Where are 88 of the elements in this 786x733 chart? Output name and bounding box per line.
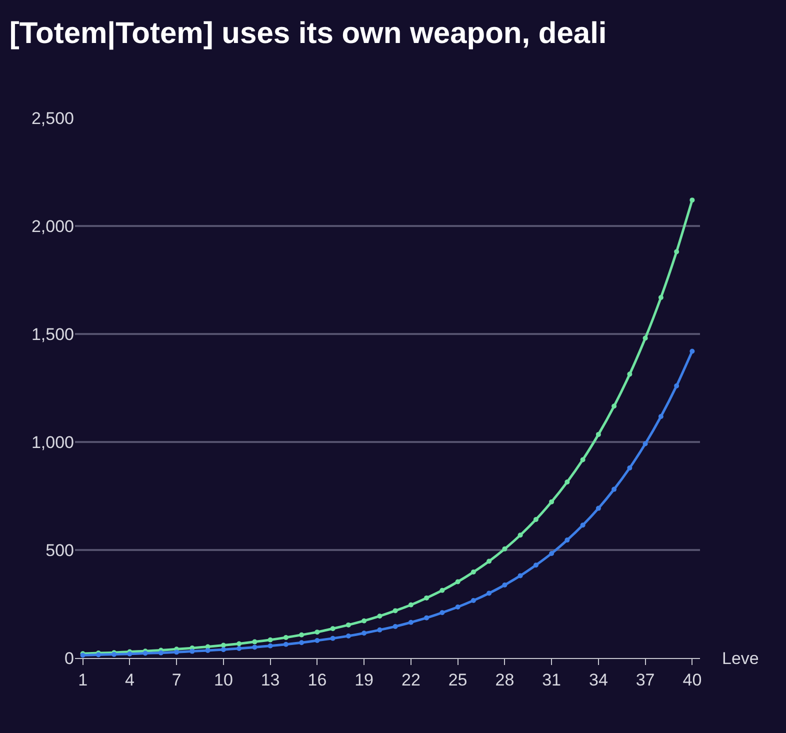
point <box>674 249 680 254</box>
point <box>564 538 570 543</box>
point <box>236 641 242 646</box>
point <box>440 610 445 616</box>
x-tick-label: 4 <box>124 670 134 690</box>
point <box>549 550 554 556</box>
point <box>642 441 648 446</box>
point <box>564 479 570 484</box>
point <box>612 404 617 409</box>
x-axis-title: Leve <box>722 649 759 668</box>
point <box>299 632 304 638</box>
point <box>612 486 617 492</box>
point <box>424 615 430 620</box>
x-tick-label: 16 <box>308 670 327 690</box>
point <box>455 604 460 610</box>
point <box>283 634 288 640</box>
point <box>252 644 258 650</box>
point <box>470 598 476 604</box>
x-tick-label: 31 <box>542 670 562 690</box>
point <box>190 648 195 654</box>
point <box>346 633 351 638</box>
point <box>299 640 304 646</box>
point <box>674 383 680 388</box>
x-tick-label: 25 <box>448 670 468 690</box>
point <box>424 595 430 600</box>
y-tick-label: 1,500 <box>31 324 74 344</box>
point <box>440 588 445 593</box>
point <box>346 622 351 628</box>
x-tick-label: 1 <box>78 670 88 690</box>
point <box>580 457 586 462</box>
point <box>690 348 695 354</box>
point <box>392 608 398 614</box>
x-tick-label: 37 <box>636 670 655 690</box>
point <box>268 643 273 648</box>
point <box>252 639 258 644</box>
point <box>408 602 414 608</box>
point <box>455 579 460 584</box>
point <box>362 630 367 636</box>
point <box>518 573 523 578</box>
point <box>314 638 320 643</box>
y-tick-label: 2,500 <box>31 108 74 128</box>
x-tick-label: 28 <box>495 670 514 690</box>
point <box>377 627 382 632</box>
y-tick-label: 0 <box>64 648 74 668</box>
point <box>268 637 273 642</box>
point <box>642 336 648 341</box>
point <box>470 570 476 575</box>
point <box>236 646 242 651</box>
point <box>502 546 508 552</box>
x-tick-label: 34 <box>588 670 608 690</box>
chart-title: [Totem|Totem] uses its own weapon, deali <box>9 16 607 50</box>
point <box>330 636 336 641</box>
x-tick-label: 13 <box>260 670 280 690</box>
x-tick-label: 40 <box>682 670 702 690</box>
point <box>220 647 226 652</box>
x-tick-label: 19 <box>354 670 374 690</box>
point <box>596 432 601 437</box>
point <box>174 650 180 655</box>
point <box>549 499 554 504</box>
point <box>502 582 508 588</box>
x-tick-label: 7 <box>172 670 182 690</box>
point <box>408 620 414 625</box>
point <box>627 372 632 377</box>
point <box>314 630 320 635</box>
point <box>533 562 538 568</box>
point <box>158 650 164 656</box>
point <box>205 648 210 653</box>
point <box>658 295 664 300</box>
point <box>220 642 226 648</box>
point <box>690 198 695 203</box>
point <box>658 414 664 420</box>
point <box>392 624 398 629</box>
point <box>580 522 586 528</box>
point <box>627 465 632 470</box>
x-tick-label: 22 <box>401 670 420 690</box>
point <box>362 618 367 624</box>
point <box>518 532 523 538</box>
point <box>283 642 288 647</box>
point <box>596 506 601 511</box>
point <box>377 614 382 619</box>
y-tick-label: 1,000 <box>31 432 74 452</box>
point <box>486 590 492 596</box>
point <box>486 558 492 564</box>
x-tick-label: 10 <box>214 670 233 690</box>
point <box>330 626 336 632</box>
point <box>533 517 538 522</box>
y-tick-label: 2,000 <box>31 216 74 236</box>
y-tick-label: 500 <box>46 540 74 560</box>
